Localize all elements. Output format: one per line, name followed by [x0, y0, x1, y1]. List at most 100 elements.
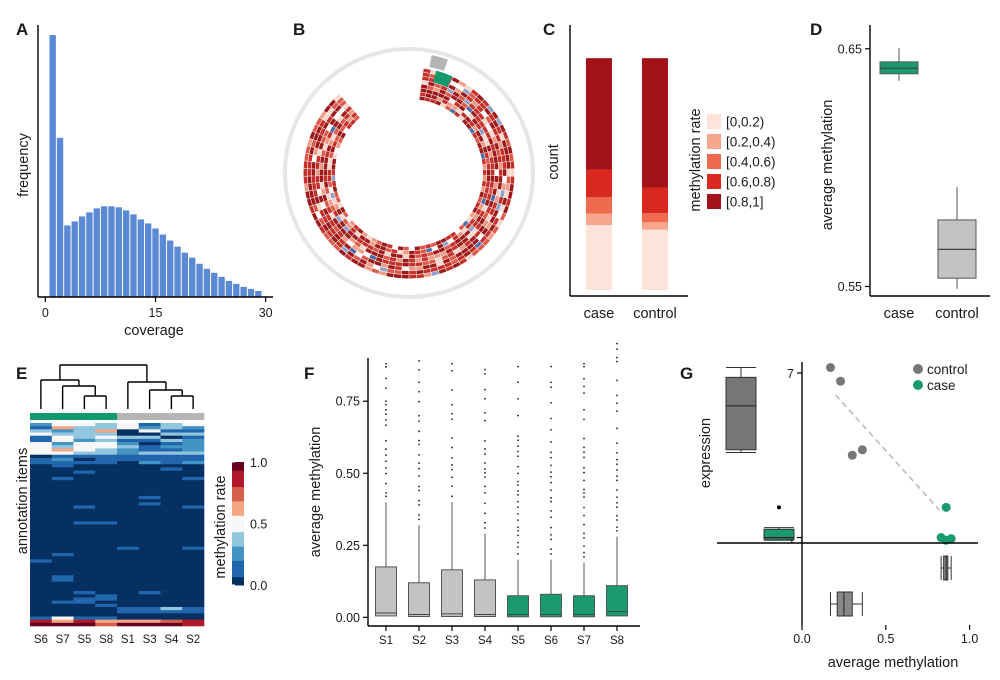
- outlier-point: [385, 418, 387, 421]
- heatmap-cell: [117, 492, 140, 497]
- heatmap-cell: [331, 164, 336, 170]
- heatmap-cell: [117, 549, 140, 554]
- heatmap-cell: [349, 247, 357, 254]
- heatmap-cell: [160, 489, 183, 494]
- heatmap-cell: [51, 492, 74, 497]
- heatmap-cell: [138, 429, 161, 433]
- heatmap-cell: [138, 495, 161, 500]
- heatmap-cell: [30, 502, 53, 506]
- heatmap-cell: [447, 251, 455, 258]
- heatmap-cell: [30, 597, 53, 601]
- heatmap-cell: [495, 203, 502, 211]
- heatmap-cell: [138, 603, 161, 608]
- heatmap-cell: [73, 429, 96, 433]
- histogram-bar: [225, 280, 233, 297]
- heatmap-cell: [160, 451, 183, 456]
- heatmap-cell: [482, 212, 489, 220]
- heatmap-cell: [505, 198, 512, 207]
- heatmap-cell: [494, 142, 500, 150]
- outlier-point: [418, 400, 420, 403]
- heatmap-cell: [95, 461, 118, 465]
- outlier-point: [616, 469, 618, 471]
- heatmap-cell: [322, 223, 329, 232]
- heatmap-cell: [339, 220, 346, 228]
- heatmap-cell: [492, 201, 498, 210]
- heatmap-cell: [160, 464, 183, 468]
- outlier-point: [418, 420, 420, 422]
- heatmap-cell: [182, 461, 205, 465]
- heatmap-cell: [51, 616, 74, 620]
- heatmap-cell: [499, 133, 505, 141]
- heatmap-cell: [318, 142, 324, 150]
- heatmap-cell: [343, 127, 350, 134]
- heatmap-cell: [332, 217, 339, 225]
- heatmap-cell: [160, 505, 183, 509]
- heatmap-cell: [395, 262, 403, 267]
- heatmap-cell: [51, 594, 74, 598]
- heatmap-cell: [336, 97, 345, 105]
- outlier-point: [583, 446, 585, 449]
- heatmap-cell: [487, 232, 495, 241]
- outlier-point: [451, 476, 453, 479]
- heatmap-cell: [376, 240, 383, 246]
- heatmap-cell: [323, 232, 331, 240]
- heatmap-cell: [356, 237, 364, 245]
- outlier-point: [550, 533, 552, 536]
- heatmap-cell: [73, 514, 96, 519]
- heatmap-cell: [51, 600, 74, 605]
- heatmap-cell: [117, 521, 140, 525]
- heatmap-cell: [317, 149, 323, 156]
- heatmap-cell: [117, 514, 140, 519]
- box-body: [540, 593, 562, 618]
- heatmap-cell: [182, 492, 205, 497]
- heatmap-cell: [466, 95, 474, 103]
- heatmap-cell: [317, 134, 323, 142]
- heatmap-cell: [51, 543, 74, 548]
- heatmap-cell: [138, 505, 161, 509]
- heatmap-cell: [425, 243, 432, 249]
- heatmap-cell: [510, 168, 515, 177]
- heatmap-cell: [182, 505, 205, 509]
- legend-tick-label: 1.0: [250, 456, 267, 470]
- heatmap-cell: [160, 499, 183, 503]
- heatmap-cell: [138, 476, 161, 481]
- outlier-point: [418, 443, 420, 446]
- heatmap-cell: [138, 537, 161, 541]
- heatmap-cell: [117, 619, 140, 624]
- heatmap-cell: [51, 495, 74, 500]
- heatmap-cell: [312, 124, 319, 133]
- heatmap-cell: [476, 94, 485, 102]
- heatmap-cell: [333, 203, 340, 210]
- heatmap-cell: [30, 499, 53, 503]
- legend-gradient-step: [232, 468, 244, 471]
- heatmap-cell: [51, 429, 74, 433]
- heatmap-cell: [430, 242, 437, 248]
- heatmap-cell: [502, 131, 509, 140]
- annotation-control: [138, 413, 161, 420]
- stacked-bar-segment: [642, 213, 668, 223]
- y-tick-label: 0.65: [838, 42, 862, 56]
- heatmap-cell: [311, 169, 316, 176]
- heatmap-cell: [458, 244, 467, 251]
- outlier-point: [484, 492, 486, 494]
- heatmap-cell: [182, 559, 205, 563]
- outlier-point: [583, 479, 585, 482]
- heatmap-cell: [328, 157, 333, 164]
- heatmap-cell: [321, 188, 326, 195]
- heatmap-cell: [310, 197, 317, 206]
- outlier-point: [583, 523, 585, 526]
- heatmap-cell: [182, 435, 205, 440]
- heatmap-cell: [311, 212, 318, 221]
- heatmap-cell: [311, 162, 316, 169]
- heatmap-cell: [344, 232, 352, 240]
- outer-ring: [283, 47, 535, 299]
- heatmap-cell: [485, 181, 490, 188]
- heatmap-cell: [497, 182, 502, 190]
- heatmap-cell: [51, 442, 74, 446]
- stacked-bar-segment: [586, 197, 612, 214]
- heatmap-cell: [30, 622, 53, 627]
- heatmap-cell: [462, 220, 469, 227]
- heatmap-cell: [461, 227, 468, 234]
- heatmap-cell: [474, 137, 481, 144]
- histogram-bar: [130, 214, 137, 297]
